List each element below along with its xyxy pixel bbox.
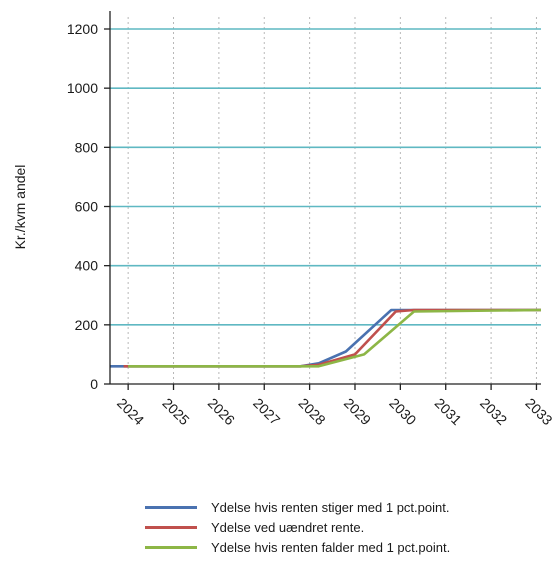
legend-item: Ydelse hvis renten stiger med 1 pct.poin… — [145, 497, 450, 517]
legend-swatch-series-2 — [145, 525, 197, 529]
series-line-3 — [128, 308, 542, 368]
axes — [104, 11, 541, 390]
x-tick-label: 2024 — [114, 395, 147, 428]
x-tick-label: 2031 — [432, 395, 465, 428]
y-tick-label: 800 — [75, 139, 99, 155]
legend-item: Ydelse ved uændret rente. — [145, 517, 450, 537]
gridlines — [110, 17, 541, 384]
x-tick-label: 2030 — [386, 395, 419, 428]
x-tick-label: 2033 — [522, 395, 555, 428]
y-tick-label: 600 — [75, 199, 99, 215]
legend-item: Ydelse hvis renten falder med 1 pct.poin… — [145, 537, 450, 557]
x-tick-label: 2026 — [205, 395, 238, 428]
y-tick-label: 1000 — [67, 80, 98, 96]
y-tick-label: 400 — [75, 258, 99, 274]
x-tick-label: 2028 — [295, 395, 328, 428]
x-tick-label: 2025 — [159, 395, 192, 428]
series-line-1 — [110, 308, 541, 368]
legend-swatch-series-1 — [145, 505, 197, 509]
series-lines — [110, 308, 542, 368]
legend-label-series-1: Ydelse hvis renten stiger med 1 pct.poin… — [211, 499, 450, 515]
line-chart: Kr./kvm andel 0 200 400 600 800 1000 1200 2024… — [12, 11, 556, 428]
x-tick-label: 2032 — [477, 395, 510, 428]
y-tick-label: 1200 — [67, 21, 98, 37]
x-tick-label: 2027 — [250, 395, 283, 428]
y-tick-label: 200 — [75, 317, 99, 333]
y-tick-labels: 0 200 400 600 800 1000 1200 — [67, 21, 98, 392]
x-tick-labels: 2024 2025 2026 2027 2028 2029 2030 2031 2032 2033 — [114, 395, 556, 428]
legend-swatch-series-3 — [145, 545, 197, 549]
legend-label-series-3: Ydelse hvis renten falder med 1 pct.poin… — [211, 539, 451, 555]
legend-label-series-2: Ydelse ved uændret rente. — [211, 519, 365, 535]
x-tick-label: 2029 — [341, 395, 374, 428]
y-axis-label: Kr./kvm andel — [12, 165, 28, 250]
y-tick-label: 0 — [90, 376, 98, 392]
legend: Ydelse hvis renten stiger med 1 pct.poin… — [145, 497, 450, 557]
